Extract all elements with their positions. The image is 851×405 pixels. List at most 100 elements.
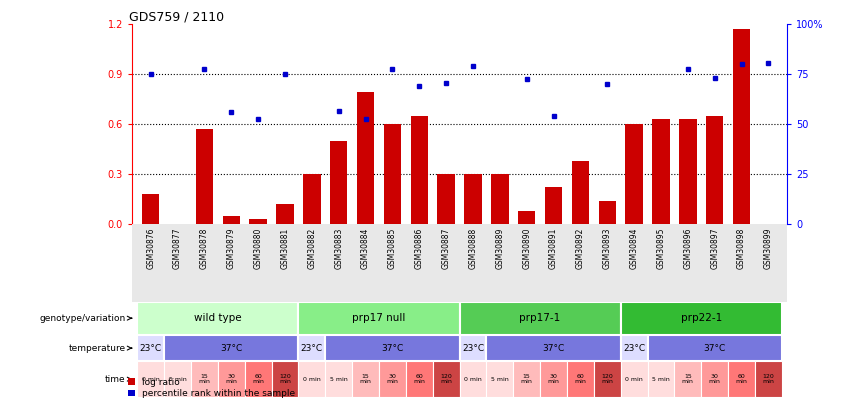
Text: GDS759 / 2110: GDS759 / 2110 <box>129 10 224 23</box>
Bar <box>487 361 513 397</box>
Text: 23°C: 23°C <box>623 343 645 353</box>
Text: 23°C: 23°C <box>300 343 323 353</box>
Bar <box>674 361 701 397</box>
Text: 0 min: 0 min <box>464 377 482 382</box>
Text: 37°C: 37°C <box>381 343 403 353</box>
Bar <box>218 361 245 397</box>
Text: prp17-1: prp17-1 <box>519 313 561 323</box>
Bar <box>299 302 460 335</box>
Bar <box>755 361 782 397</box>
Text: 60
min: 60 min <box>252 374 264 384</box>
Bar <box>460 302 620 335</box>
Bar <box>513 361 540 397</box>
Text: GSM30898: GSM30898 <box>737 228 746 269</box>
Legend: log ratio, percentile rank within the sample: log ratio, percentile rank within the sa… <box>128 378 295 399</box>
Text: 23°C: 23°C <box>140 343 162 353</box>
Bar <box>303 174 321 224</box>
Text: 60
min: 60 min <box>574 374 586 384</box>
Text: GSM30886: GSM30886 <box>414 228 424 269</box>
Bar <box>432 361 460 397</box>
Bar <box>701 361 728 397</box>
Text: GSM30884: GSM30884 <box>361 228 370 269</box>
Text: 37°C: 37°C <box>542 343 565 353</box>
Text: 0 min: 0 min <box>625 377 643 382</box>
Text: GSM30896: GSM30896 <box>683 228 693 269</box>
Bar <box>137 302 299 335</box>
Text: 120
min: 120 min <box>440 374 452 384</box>
Text: 15
min: 15 min <box>682 374 694 384</box>
Bar <box>567 361 594 397</box>
Text: 15
min: 15 min <box>521 374 533 384</box>
Text: GSM30897: GSM30897 <box>711 228 719 269</box>
Text: 30
min: 30 min <box>547 374 559 384</box>
Bar <box>164 335 299 361</box>
Text: GSM30877: GSM30877 <box>173 228 182 269</box>
Bar <box>271 361 299 397</box>
Bar <box>196 129 213 224</box>
Bar <box>137 361 164 397</box>
Text: GSM30885: GSM30885 <box>388 228 397 269</box>
Text: GSM30878: GSM30878 <box>200 228 208 269</box>
Text: 5 min: 5 min <box>652 377 670 382</box>
Text: 23°C: 23°C <box>462 343 484 353</box>
Bar <box>460 335 487 361</box>
Text: 30
min: 30 min <box>386 374 398 384</box>
Bar <box>518 211 535 224</box>
Text: 120
min: 120 min <box>279 374 291 384</box>
Text: GSM30882: GSM30882 <box>307 228 317 269</box>
Bar <box>598 200 616 224</box>
Bar <box>648 361 674 397</box>
Text: GSM30888: GSM30888 <box>468 228 477 269</box>
Bar <box>487 335 620 361</box>
Bar <box>620 302 782 335</box>
Text: GSM30891: GSM30891 <box>549 228 558 269</box>
Text: GSM30893: GSM30893 <box>603 228 612 269</box>
Text: GSM30887: GSM30887 <box>442 228 451 269</box>
Bar <box>679 119 696 224</box>
Bar <box>706 116 723 224</box>
Bar <box>379 361 406 397</box>
Bar <box>594 361 620 397</box>
Bar <box>410 116 428 224</box>
Bar <box>652 119 670 224</box>
Text: time: time <box>105 375 125 384</box>
Bar <box>460 361 487 397</box>
Bar <box>572 161 589 224</box>
Text: 120
min: 120 min <box>602 374 614 384</box>
Bar <box>223 215 240 224</box>
Bar <box>540 361 567 397</box>
Bar <box>491 174 509 224</box>
Bar <box>728 361 755 397</box>
Text: 5 min: 5 min <box>491 377 509 382</box>
Text: GSM30879: GSM30879 <box>226 228 236 269</box>
Bar <box>330 141 347 224</box>
Text: GSM30880: GSM30880 <box>254 228 263 269</box>
Text: 60
min: 60 min <box>735 374 747 384</box>
Bar <box>620 361 648 397</box>
Text: 15
min: 15 min <box>198 374 210 384</box>
Bar <box>277 204 294 224</box>
Text: 5 min: 5 min <box>330 377 347 382</box>
Bar <box>191 361 218 397</box>
Text: GSM30889: GSM30889 <box>495 228 505 269</box>
Text: GSM30894: GSM30894 <box>630 228 638 269</box>
Text: GSM30876: GSM30876 <box>146 228 155 269</box>
Text: 0 min: 0 min <box>303 377 321 382</box>
Text: 37°C: 37°C <box>704 343 726 353</box>
Text: 60
min: 60 min <box>414 374 426 384</box>
Bar <box>325 335 460 361</box>
Text: 5 min: 5 min <box>168 377 186 382</box>
Text: 30
min: 30 min <box>709 374 721 384</box>
Text: temperature: temperature <box>68 343 125 353</box>
Text: 30
min: 30 min <box>226 374 237 384</box>
Bar <box>299 335 325 361</box>
Bar <box>648 335 782 361</box>
Bar <box>357 92 374 224</box>
Bar <box>733 29 751 224</box>
Bar <box>406 361 432 397</box>
Text: GSM30883: GSM30883 <box>334 228 343 269</box>
Bar <box>620 335 648 361</box>
Bar <box>249 219 267 224</box>
Bar <box>352 361 379 397</box>
Text: prp17 null: prp17 null <box>352 313 406 323</box>
